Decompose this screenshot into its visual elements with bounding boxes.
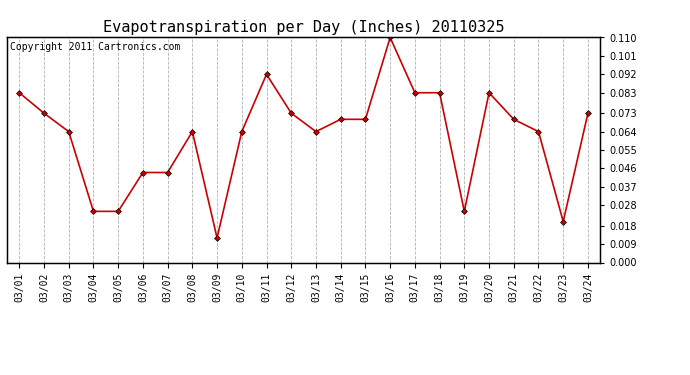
Text: Copyright 2011 Cartronics.com: Copyright 2011 Cartronics.com — [10, 42, 180, 52]
Title: Evapotranspiration per Day (Inches) 20110325: Evapotranspiration per Day (Inches) 2011… — [103, 20, 504, 35]
